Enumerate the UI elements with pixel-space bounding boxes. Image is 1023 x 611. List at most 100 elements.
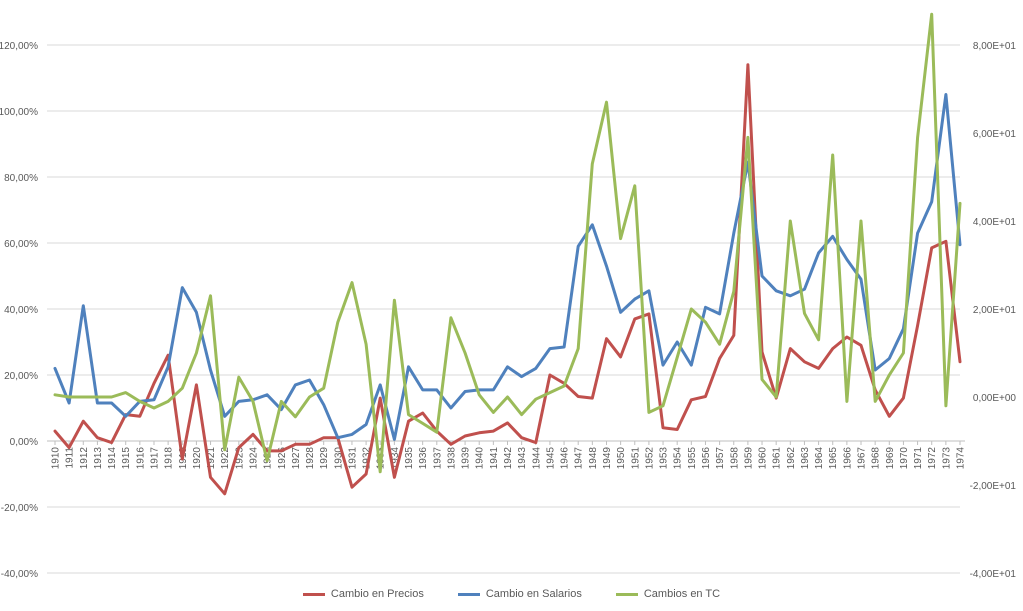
y-right-tick-label: 2,00E+01 [973,305,1017,316]
x-tick-label: 1912 [79,447,90,470]
series-2-point [110,402,113,404]
series-2-point [436,389,438,391]
series-2-point [520,375,523,378]
series-3-point [535,398,537,401]
series-3-point [124,391,127,394]
series-3-point [817,339,820,341]
x-tick-label: 1936 [418,447,429,470]
series-3-point [591,163,594,165]
series-2-point [662,364,664,366]
x-tick-label: 1910 [51,447,62,470]
series-3-point [775,396,777,398]
x-tick-label: 1960 [758,447,769,470]
series-1-point [535,441,537,444]
series-3-point [68,396,70,398]
series-1-point [252,433,254,436]
series-1-point [888,415,891,418]
series-1-point [619,356,622,358]
x-tick-label: 1953 [659,447,670,470]
series-2-point [916,232,919,234]
series-3-point [153,407,155,409]
series-3-point [436,431,438,434]
x-tick-label: 1958 [729,447,740,470]
series-3-point [690,308,693,310]
x-tick-label: 1920 [192,447,203,470]
series-2-point [789,295,792,297]
series-2-point [591,224,594,226]
series-3-point [704,321,707,324]
series-1-point [577,395,579,398]
x-tick-label: 1970 [899,447,910,470]
series-3-point [718,343,721,346]
legend-swatch-precios [302,592,325,596]
series-1-point [506,422,509,424]
series-2-point [238,400,240,403]
series-3-point [421,422,424,425]
series-3-point [619,237,622,240]
x-tick-label: 1956 [701,447,712,470]
series-3-point [407,413,410,416]
series-3-point [294,416,297,418]
series-2-point [294,384,297,386]
legend-item-salarios: Cambio en Salarios [457,588,582,600]
series-3-point [337,321,339,324]
series-2-point [860,278,862,281]
x-tick-label: 1937 [432,447,443,470]
series-3-point [223,449,226,451]
series-3-point [662,405,664,407]
series-1-point [308,443,311,446]
series-2-point [167,366,169,368]
x-tick-label: 1928 [305,447,316,470]
series-3-point [82,396,85,398]
series-3-point [492,411,495,414]
series-3-point [577,347,579,350]
series-1-point [421,412,424,414]
series-1-point [407,420,410,423]
series-1-point [266,450,268,452]
series-1-point [96,436,99,439]
series-1-point [945,240,947,243]
series-2-point [181,286,184,289]
y-right-tick-label: 4,00E+01 [973,217,1017,228]
series-1-point [676,428,678,431]
series-2-point [690,364,693,366]
x-tick-label: 1950 [616,447,627,470]
series-2-point [888,357,891,360]
series-3-point [139,400,141,403]
x-tick-label: 1918 [164,447,175,470]
series-3-point [209,295,212,297]
series-2-point [704,306,707,309]
x-tick-label: 1913 [93,447,104,470]
series-2-point [195,311,198,314]
series-1-point [379,397,382,399]
series-3-point [478,394,481,396]
series-2-point [619,311,622,314]
legend-item-precios: Cambio en Precios [302,588,424,600]
series-3-point [930,13,933,15]
series-1-point [351,486,353,489]
series-2-point [648,290,650,292]
legend-swatch-tc [615,592,638,596]
series-3-point [54,394,56,396]
series-3-point [393,299,396,302]
series-2-point [209,369,212,371]
x-tick-label: 1974 [956,447,967,470]
series-1-point [902,397,905,399]
y-right-tick-label: 6,00E+01 [973,129,1017,140]
y-left-tick-label: 40,00% [4,305,38,316]
series-3-point [266,460,268,462]
x-tick-label: 1922 [220,447,231,470]
x-tick-label: 1955 [687,447,698,470]
series-1-point [280,450,283,452]
y-right-tick-label: -4,00E+01 [970,569,1017,580]
y-left-tick-label: 120,00% [0,41,38,52]
series-1-point [831,347,834,350]
x-tick-label: 1935 [404,447,415,470]
series-3-point [464,352,466,354]
series-3-point [733,290,735,293]
series-2-point [124,415,127,418]
series-2-point [634,298,636,300]
x-tick-label: 1964 [814,447,825,470]
series-3-point [96,396,99,398]
